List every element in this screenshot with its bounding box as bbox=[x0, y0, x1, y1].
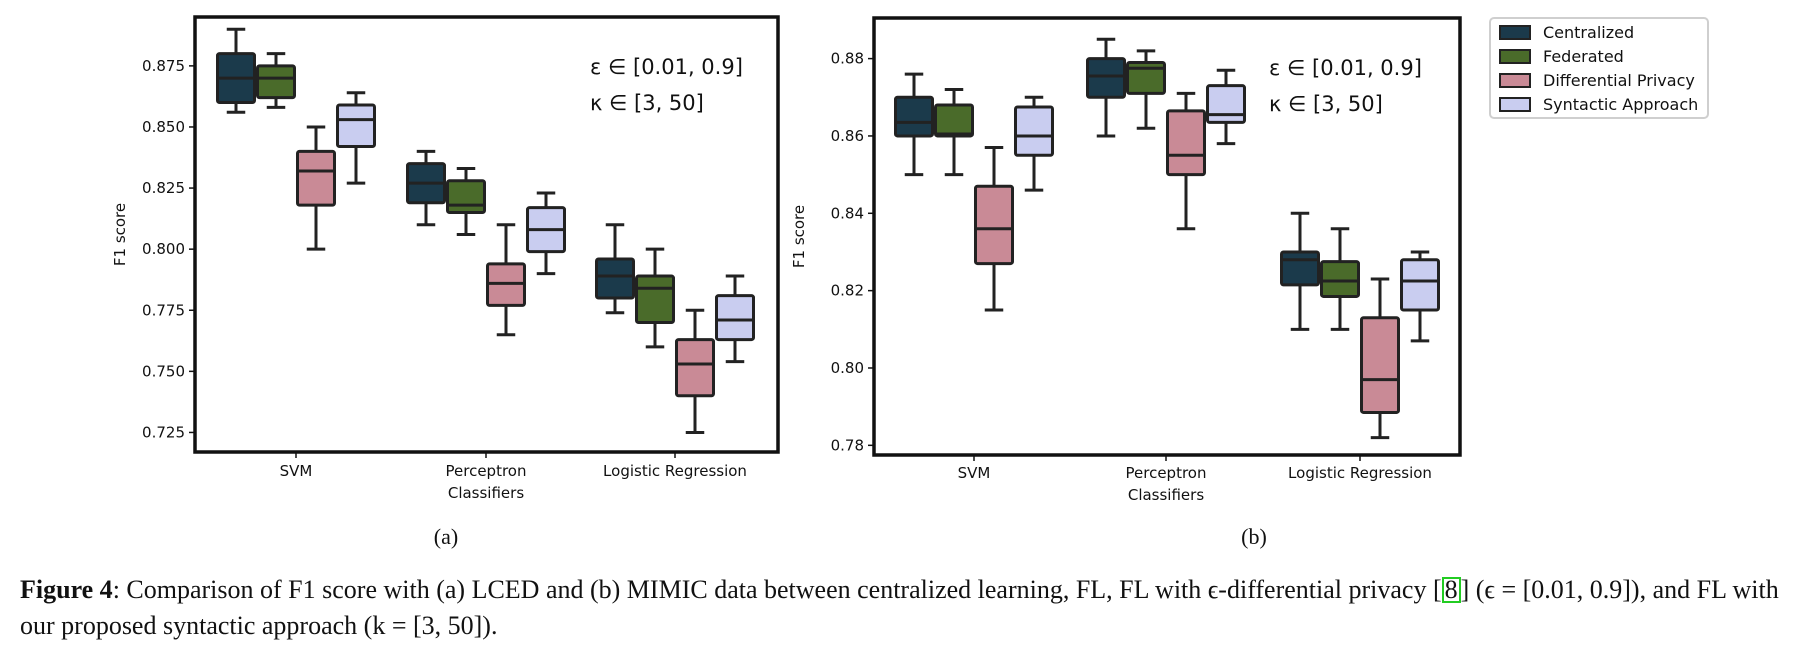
y-axis-label: F1 score bbox=[790, 205, 808, 268]
y-tick-label: 0.84 bbox=[831, 204, 864, 222]
box-iqr bbox=[1320, 260, 1360, 298]
box-iqr bbox=[296, 149, 336, 207]
box-differential-privacy bbox=[1166, 91, 1206, 231]
box-federated bbox=[934, 88, 974, 177]
box-iqr bbox=[974, 184, 1014, 266]
box-syntactic-approach bbox=[1206, 68, 1246, 146]
legend-swatch bbox=[1499, 97, 1531, 112]
box-iqr bbox=[1206, 84, 1246, 124]
box-centralized bbox=[595, 223, 635, 315]
y-axis-label: F1 score bbox=[111, 203, 129, 266]
box-federated bbox=[1126, 49, 1166, 130]
parameter-annotation: ε ∈ [0.01, 0.9] bbox=[1269, 56, 1422, 80]
box-syntactic-approach bbox=[526, 191, 566, 276]
parameter-annotation: κ ∈ [3, 50] bbox=[1269, 92, 1383, 116]
caption-text-2: ] (ϵ = [0.01, 0.9]), and FL with our pro… bbox=[20, 575, 1779, 640]
y-tick-label: 0.82 bbox=[831, 282, 864, 300]
x-tick-label: SVM bbox=[958, 464, 991, 482]
box-syntactic-approach bbox=[336, 91, 376, 185]
y-tick-label: 0.850 bbox=[142, 118, 185, 136]
x-tick-label: Logistic Regression bbox=[603, 462, 747, 480]
box-federated bbox=[446, 167, 486, 236]
box-iqr bbox=[1280, 250, 1320, 287]
y-tick-label: 0.725 bbox=[142, 423, 185, 441]
box-federated bbox=[256, 52, 296, 109]
x-tick-label: Classifiers bbox=[1128, 486, 1204, 504]
x-tick-label: Perceptron bbox=[446, 462, 527, 480]
parameter-annotation: ε ∈ [0.01, 0.9] bbox=[590, 55, 743, 79]
y-tick-label: 0.88 bbox=[831, 50, 864, 68]
box-syntactic-approach bbox=[1014, 95, 1054, 192]
box-centralized bbox=[894, 72, 934, 177]
box-iqr bbox=[1014, 105, 1054, 157]
box-federated bbox=[635, 247, 675, 349]
legend-swatch bbox=[1499, 25, 1531, 40]
box-iqr bbox=[1400, 258, 1440, 312]
box-iqr bbox=[1166, 109, 1206, 177]
box-differential-privacy bbox=[1360, 277, 1400, 440]
box-iqr bbox=[635, 274, 675, 324]
x-tick-label: SVM bbox=[280, 462, 313, 480]
box-iqr bbox=[675, 338, 715, 398]
y-tick-label: 0.86 bbox=[831, 127, 864, 145]
box-differential-privacy bbox=[296, 125, 336, 251]
citation-link[interactable]: 8 bbox=[1441, 577, 1461, 603]
legend: Centralized Federated Differential Privacy… bbox=[1489, 17, 1709, 119]
legend-label: Differential Privacy bbox=[1543, 71, 1695, 90]
chart-panel-a: 0.725 0.750 0.775 0.800 0.825 0.850 0.875 F1 sc… bbox=[111, 15, 780, 549]
box-iqr bbox=[336, 103, 376, 149]
box-syntactic-approach bbox=[715, 274, 755, 364]
legend-label: Syntactic Approach bbox=[1543, 95, 1698, 114]
legend-label: Federated bbox=[1543, 47, 1624, 66]
box-iqr bbox=[1086, 57, 1126, 99]
x-tick-label: Logistic Regression bbox=[1288, 464, 1432, 482]
legend-swatch bbox=[1499, 73, 1531, 88]
y-tick-label: 0.825 bbox=[142, 179, 185, 197]
box-centralized bbox=[406, 149, 446, 227]
box-differential-privacy bbox=[486, 223, 526, 337]
y-tick-label: 0.750 bbox=[142, 362, 185, 380]
box-iqr bbox=[934, 103, 974, 138]
box-federated bbox=[1320, 227, 1360, 331]
x-tick-label: Perceptron bbox=[1126, 464, 1207, 482]
legend-label: Centralized bbox=[1543, 23, 1634, 42]
plot-frame bbox=[872, 16, 1462, 457]
box-centralized bbox=[1086, 37, 1126, 138]
box-centralized bbox=[1280, 211, 1320, 331]
box-centralized bbox=[216, 27, 256, 114]
box-iqr bbox=[894, 95, 934, 138]
x-tick-label: Classifiers bbox=[448, 484, 524, 502]
panel-sublabel: (b) bbox=[1241, 524, 1267, 549]
y-tick-label: 0.78 bbox=[831, 436, 864, 454]
box-iqr bbox=[256, 64, 296, 100]
caption-label: Figure 4 bbox=[20, 575, 113, 604]
box-differential-privacy bbox=[974, 146, 1014, 312]
caption-text-1: : Comparison of F1 score with (a) LCED a… bbox=[112, 575, 1442, 604]
figure: 0.725 0.750 0.775 0.800 0.825 0.850 0.875 F1 sc… bbox=[111, 15, 1709, 549]
y-tick-label: 0.775 bbox=[142, 301, 185, 319]
y-tick-label: 0.875 bbox=[142, 57, 185, 75]
figure-caption: Figure 4: Comparison of F1 score with (a… bbox=[20, 572, 1800, 644]
box-iqr bbox=[1126, 60, 1166, 95]
box-iqr bbox=[595, 257, 635, 300]
box-syntactic-approach bbox=[1400, 250, 1440, 343]
chart-panel-b: 0.78 0.80 0.82 0.84 0.86 0.88 F1 score SVM Perce… bbox=[790, 16, 1462, 549]
box-differential-privacy bbox=[675, 308, 715, 434]
y-tick-label: 0.80 bbox=[831, 359, 864, 377]
box-iqr bbox=[715, 294, 755, 342]
panel-sublabel: (a) bbox=[434, 524, 458, 549]
y-tick-label: 0.800 bbox=[142, 240, 185, 258]
box-iqr bbox=[446, 179, 486, 215]
parameter-annotation: κ ∈ [3, 50] bbox=[590, 91, 704, 115]
legend-swatch bbox=[1499, 49, 1531, 64]
legend-frame bbox=[1489, 17, 1709, 119]
box-iqr bbox=[1360, 316, 1400, 414]
